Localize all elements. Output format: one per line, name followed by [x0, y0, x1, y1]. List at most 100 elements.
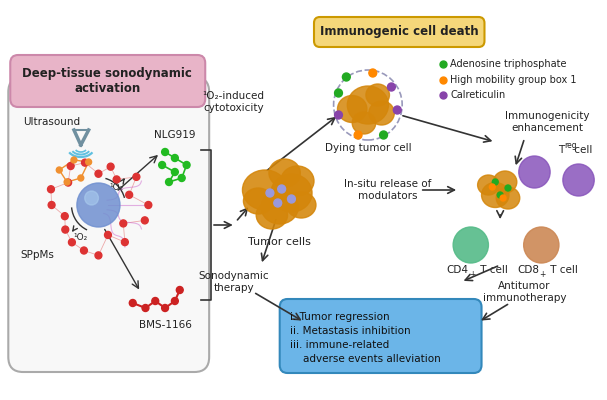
Circle shape: [47, 186, 55, 193]
Circle shape: [126, 191, 132, 198]
Circle shape: [453, 227, 489, 263]
Circle shape: [379, 131, 387, 139]
Circle shape: [334, 111, 342, 119]
Text: Immunogenicity
enhancement: Immunogenicity enhancement: [505, 111, 589, 133]
Circle shape: [278, 185, 285, 193]
Circle shape: [524, 227, 559, 263]
Circle shape: [369, 69, 377, 77]
Text: High mobility group box 1: High mobility group box 1: [450, 75, 577, 85]
Circle shape: [387, 83, 395, 91]
Text: Calreticulin: Calreticulin: [450, 90, 506, 100]
Circle shape: [77, 183, 120, 227]
Circle shape: [69, 239, 75, 246]
Circle shape: [64, 179, 70, 185]
Circle shape: [95, 252, 102, 259]
Circle shape: [95, 170, 102, 177]
Ellipse shape: [280, 166, 314, 196]
Circle shape: [334, 89, 342, 97]
Circle shape: [500, 195, 506, 201]
Text: Deep-tissue sonodynamic
activation: Deep-tissue sonodynamic activation: [22, 67, 192, 95]
Circle shape: [492, 179, 498, 185]
Circle shape: [178, 174, 185, 182]
Text: Tumor cells: Tumor cells: [248, 237, 311, 247]
Ellipse shape: [242, 170, 288, 210]
Text: ¹O₂-induced
cytotoxicity: ¹O₂-induced cytotoxicity: [203, 91, 265, 113]
Ellipse shape: [243, 188, 273, 214]
Circle shape: [152, 298, 158, 304]
Circle shape: [288, 195, 296, 203]
Text: CD4: CD4: [447, 265, 469, 275]
FancyBboxPatch shape: [314, 17, 484, 47]
Circle shape: [519, 156, 550, 188]
Text: Adenosine triphosphate: Adenosine triphosphate: [450, 59, 567, 69]
Circle shape: [71, 157, 77, 163]
Circle shape: [183, 162, 190, 168]
Circle shape: [166, 178, 172, 186]
Circle shape: [56, 167, 62, 173]
Circle shape: [177, 286, 183, 294]
Circle shape: [78, 175, 84, 181]
Text: Antitumor
immunotherapy: Antitumor immunotherapy: [483, 281, 566, 303]
Circle shape: [67, 162, 74, 170]
FancyBboxPatch shape: [10, 55, 205, 107]
Text: Sonodynamic
therapy: Sonodynamic therapy: [198, 271, 269, 293]
Text: In-situ release of
modulators: In-situ release of modulators: [344, 179, 431, 201]
Circle shape: [161, 304, 169, 312]
Ellipse shape: [269, 159, 300, 187]
Text: i. Tumor regression
ii. Metastasis inhibition
iii. immune-related
    adverse ev: i. Tumor regression ii. Metastasis inhib…: [291, 312, 441, 364]
Ellipse shape: [497, 187, 520, 209]
Circle shape: [81, 247, 87, 254]
Ellipse shape: [478, 175, 499, 195]
Text: ¹O₂: ¹O₂: [109, 184, 123, 192]
Circle shape: [113, 176, 120, 183]
Circle shape: [141, 217, 148, 224]
Circle shape: [121, 239, 128, 246]
Circle shape: [142, 304, 149, 312]
Circle shape: [85, 191, 98, 205]
Text: BMS-1166: BMS-1166: [138, 320, 191, 330]
Circle shape: [48, 202, 55, 208]
Ellipse shape: [337, 96, 367, 122]
Text: CD8: CD8: [517, 265, 540, 275]
Text: +: +: [540, 270, 546, 279]
Circle shape: [354, 131, 362, 139]
Circle shape: [133, 173, 140, 180]
Ellipse shape: [481, 182, 509, 208]
Text: NLG919: NLG919: [154, 130, 195, 140]
Circle shape: [274, 199, 282, 207]
Circle shape: [61, 213, 68, 220]
FancyBboxPatch shape: [280, 299, 481, 373]
Circle shape: [171, 168, 178, 176]
Ellipse shape: [256, 201, 288, 229]
Text: Ultrasound: Ultrasound: [23, 117, 80, 127]
Circle shape: [65, 179, 72, 186]
Text: ¹O₂: ¹O₂: [73, 232, 88, 242]
Text: T: T: [558, 145, 564, 155]
Circle shape: [62, 226, 69, 233]
Circle shape: [81, 159, 89, 166]
Text: Immunogenic cell death: Immunogenic cell death: [320, 26, 478, 38]
Circle shape: [120, 220, 127, 227]
Text: Dying tumor cell: Dying tumor cell: [325, 143, 411, 153]
Ellipse shape: [261, 190, 298, 224]
Text: cell: cell: [571, 145, 592, 155]
Circle shape: [171, 298, 178, 304]
Circle shape: [393, 106, 401, 114]
FancyBboxPatch shape: [8, 77, 209, 372]
Circle shape: [161, 148, 169, 156]
Circle shape: [107, 163, 114, 170]
Circle shape: [86, 159, 92, 165]
Ellipse shape: [352, 112, 376, 134]
Ellipse shape: [366, 84, 390, 106]
Text: T cell: T cell: [547, 265, 578, 275]
Text: reg: reg: [564, 141, 577, 150]
Text: T cell: T cell: [476, 265, 507, 275]
Ellipse shape: [347, 86, 388, 124]
Circle shape: [563, 164, 594, 196]
Circle shape: [145, 202, 152, 208]
Ellipse shape: [287, 192, 316, 218]
Circle shape: [497, 192, 503, 198]
Circle shape: [129, 300, 136, 306]
Circle shape: [104, 232, 112, 238]
Text: SPpMs: SPpMs: [21, 250, 55, 260]
